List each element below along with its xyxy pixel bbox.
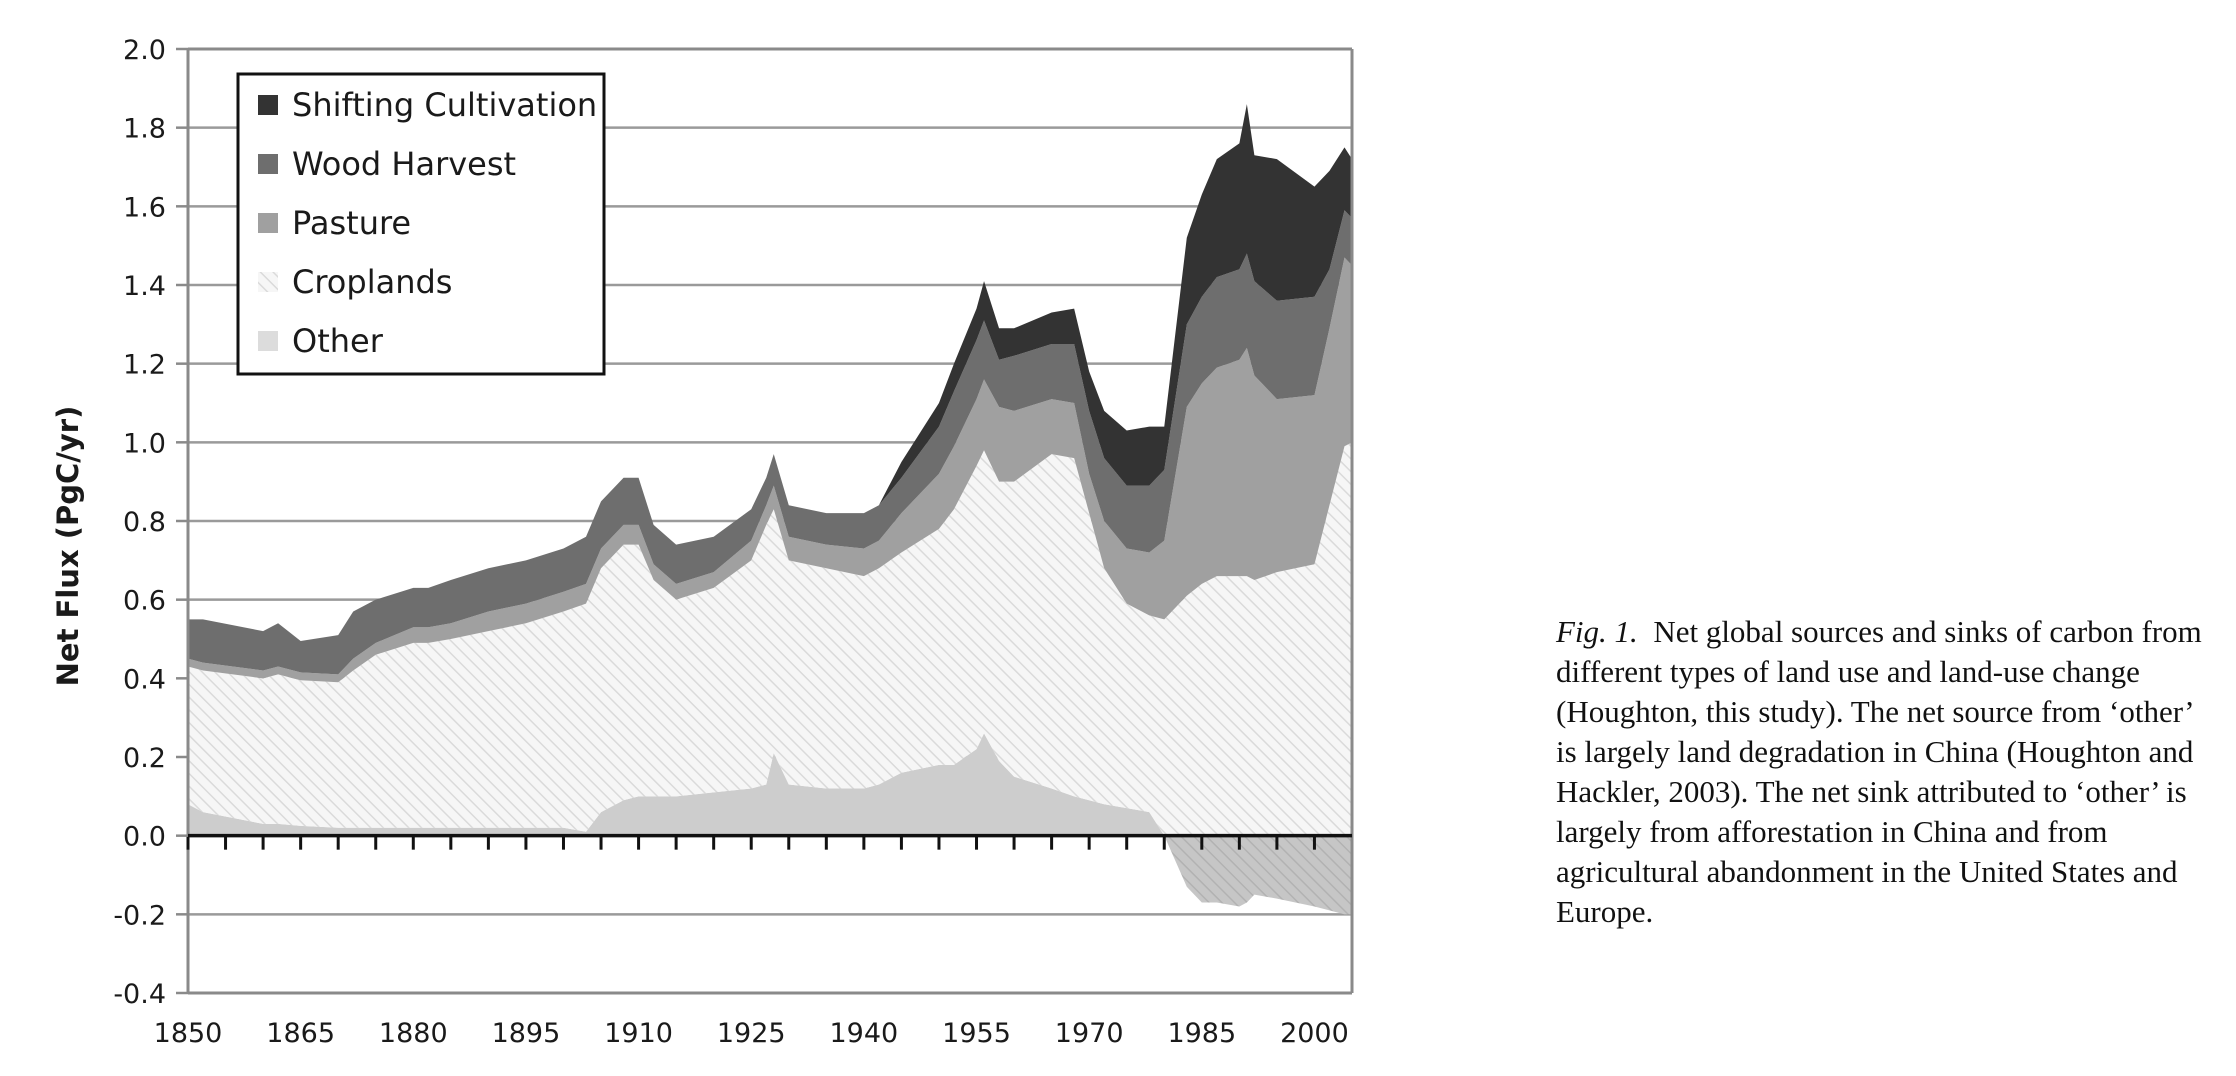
x-tick-label: 1985 (1167, 1018, 1236, 1049)
net-flux-chart: 2.0 1.8 1.6 1.4 1.2 1.0 0.8 0.6 0.4 0.2 0.0 -0.2 -0.… (51, 35, 1354, 1049)
legend: Shifting Cultivation Wood Harvest Pasture C… (236, 72, 606, 376)
caption-text: Net global sources and sinks of carbon f… (1556, 614, 2202, 929)
y-tick-label: -0.2 (113, 900, 166, 931)
x-tick-label: 1865 (266, 1018, 335, 1049)
y-tick-label: 2.0 (123, 35, 166, 66)
x-tick-labels: 1850 1865 1880 1895 1910 1925 1940 1955 1970 1985… (154, 1018, 1349, 1049)
legend-swatch (258, 213, 278, 233)
y-tick-label: 0.2 (123, 743, 166, 774)
x-tick-label: 1955 (942, 1018, 1011, 1049)
x-tick-label: 1895 (492, 1018, 561, 1049)
legend-swatch (258, 272, 278, 292)
legend-label: Other (292, 322, 384, 360)
legend-swatch (258, 95, 278, 115)
y-tick-label: 1.8 (123, 114, 166, 145)
x-tick-label: 1910 (604, 1018, 673, 1049)
legend-label: Pasture (292, 204, 411, 242)
y-tick-label: 1.4 (123, 271, 166, 302)
area-other-sink (188, 835, 1352, 915)
x-tick-label: 1880 (379, 1018, 448, 1049)
legend-swatch (258, 331, 278, 351)
legend-box (236, 72, 606, 376)
legend-label: Wood Harvest (292, 145, 516, 183)
y-tick-label: 0.8 (123, 507, 166, 538)
legend-label: Shifting Cultivation (292, 86, 597, 124)
y-tick-label: 0.6 (123, 586, 166, 617)
x-tick-label: 1850 (154, 1018, 223, 1049)
area-croplands (188, 442, 1352, 836)
y-tick-labels: 2.0 1.8 1.6 1.4 1.2 1.0 0.8 0.6 0.4 0.2 0.0 -0.2 -0.… (113, 35, 166, 1010)
figure-caption: Fig. 1. Net global sources and sinks of … (1556, 612, 2216, 932)
figure-label: Fig. 1. (1556, 614, 1638, 649)
y-tick-label: 0.4 (123, 664, 166, 695)
legend-swatch (258, 154, 278, 174)
y-tick-label: 1.6 (123, 192, 166, 223)
y-tick-label: -0.4 (113, 979, 166, 1010)
y-tick-label: 1.0 (123, 428, 166, 459)
y-tick-label: 1.2 (123, 350, 166, 381)
y-tick-label: 0.0 (123, 822, 166, 853)
y-axis-title: Net Flux (PgC/yr) (51, 406, 85, 687)
axes (176, 47, 1354, 995)
area-shifting-cultivation (188, 104, 1352, 641)
stacked-areas (188, 104, 1352, 915)
legend-label: Croplands (292, 263, 452, 301)
x-tick-label: 1940 (830, 1018, 899, 1049)
x-tick-label: 1970 (1055, 1018, 1124, 1049)
x-tick-label: 1925 (717, 1018, 786, 1049)
area-other (188, 733, 1352, 836)
x-tick-label: 2000 (1280, 1018, 1349, 1049)
